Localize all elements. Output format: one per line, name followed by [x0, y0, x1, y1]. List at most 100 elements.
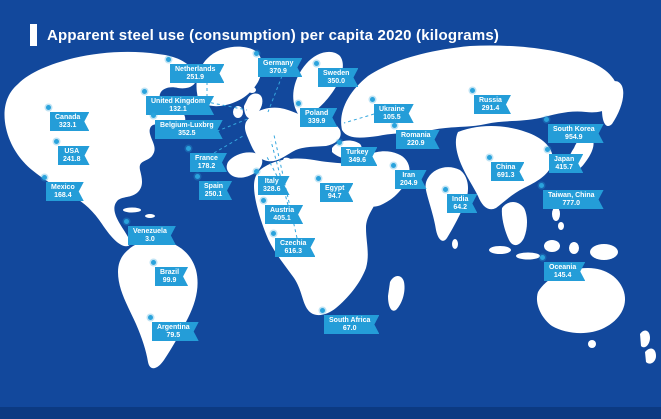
country-banner: Brazil 99.9 — [155, 267, 188, 286]
country-banner: Netherlands 251.9 — [170, 64, 224, 83]
location-dot-icon — [261, 198, 266, 203]
country-value: 67.0 — [342, 324, 357, 332]
country-name: Venezuela — [133, 227, 167, 235]
country-name: Spain — [204, 182, 224, 190]
location-dot-icon — [46, 105, 51, 110]
location-dot-icon — [545, 147, 550, 152]
country-banner: Canada 323.1 — [50, 112, 89, 131]
country-label: Romania 220.9 — [392, 123, 440, 149]
location-dot-icon — [443, 187, 448, 192]
country-label: Egypt 94.7 — [316, 176, 353, 202]
country-label: Sweden 350.0 — [314, 61, 358, 87]
country-value: 954.9 — [565, 133, 583, 141]
country-name: India — [452, 195, 469, 203]
country-banner: Ukraine 105.5 — [374, 104, 414, 123]
country-value: 352.5 — [178, 129, 196, 137]
country-label: United Kingdom 132.1 — [142, 89, 214, 115]
location-dot-icon — [370, 97, 375, 102]
country-value: 328.6 — [263, 185, 281, 193]
country-banner: Mexico 168.4 — [46, 182, 84, 201]
header: Apparent steel use (consumption) per cap… — [30, 24, 499, 46]
country-label: Ukraine 105.5 — [370, 97, 414, 123]
country-banner: South Korea 954.9 — [548, 124, 604, 143]
country-value: 241.8 — [63, 155, 81, 163]
country-banner: Oceania 145.4 — [544, 262, 585, 281]
location-dot-icon — [195, 174, 200, 179]
country-name: Netherlands — [175, 65, 216, 73]
country-label: Czechia 616.3 — [271, 231, 315, 257]
country-label: Oceania 145.4 — [540, 255, 585, 281]
country-name: Taiwan, China — [548, 191, 595, 199]
country-banner: Germany 370.9 — [258, 58, 302, 77]
country-name: South Africa — [329, 316, 371, 324]
country-name: Turkey — [346, 148, 369, 156]
country-banner: Czechia 616.3 — [275, 238, 315, 257]
location-dot-icon — [540, 255, 545, 260]
country-label: Argentina 79.5 — [148, 315, 199, 341]
location-dot-icon — [470, 88, 475, 93]
country-value: 323.1 — [58, 121, 77, 129]
country-label: China 691.3 — [487, 155, 524, 181]
country-value: 99.9 — [162, 276, 177, 284]
country-banner: Italy 328.6 — [258, 176, 290, 195]
country-name: Poland — [305, 109, 329, 117]
location-dot-icon — [254, 51, 259, 56]
country-label: India 64.2 — [443, 187, 477, 213]
location-dot-icon — [392, 123, 397, 128]
location-dot-icon — [271, 231, 276, 236]
country-value: 94.7 — [327, 192, 342, 200]
country-name: China — [496, 163, 516, 171]
country-label: Mexico 168.4 — [42, 175, 84, 201]
location-dot-icon — [148, 315, 153, 320]
location-dot-icon — [151, 260, 156, 265]
country-banner: Austria 405.1 — [265, 205, 303, 224]
country-banner: China 691.3 — [491, 162, 524, 181]
country-banner: Russia 291.4 — [474, 95, 511, 114]
location-dot-icon — [337, 140, 342, 145]
location-dot-icon — [316, 176, 321, 181]
country-label: Italy 328.6 — [254, 169, 290, 195]
country-banner: Sweden 350.0 — [318, 68, 358, 87]
location-dot-icon — [166, 57, 171, 62]
country-value: 616.3 — [284, 247, 302, 255]
country-label: Iran 204.9 — [391, 163, 427, 189]
country-banner: Romania 220.9 — [396, 130, 440, 149]
country-label: USA 241.8 — [54, 139, 90, 165]
country-banner: Belgium-Luxbrg 352.5 — [155, 120, 223, 139]
country-value: 220.9 — [407, 139, 425, 147]
country-value: 370.9 — [269, 67, 287, 75]
location-dot-icon — [539, 183, 544, 188]
country-label: Austria 405.1 — [261, 198, 303, 224]
location-dot-icon — [320, 308, 325, 313]
page-title: Apparent steel use (consumption) per cap… — [47, 26, 500, 44]
country-name: United Kingdom — [151, 97, 206, 105]
country-name: Egypt — [325, 184, 345, 192]
country-name: USA — [64, 147, 80, 155]
country-value: 145.4 — [553, 271, 572, 279]
country-name: Germany — [263, 59, 294, 67]
country-name: Italy — [264, 177, 279, 185]
location-dot-icon — [124, 219, 129, 224]
country-banner: United Kingdom 132.1 — [146, 96, 214, 115]
country-banner: Spain 250.1 — [199, 181, 232, 200]
location-dot-icon — [42, 175, 47, 180]
country-value: 350.0 — [327, 77, 345, 85]
country-label: Spain 250.1 — [195, 174, 232, 200]
country-value: 105.5 — [383, 113, 401, 121]
country-label: Russia 291.4 — [470, 88, 511, 114]
country-banner: Taiwan, China 777.0 — [543, 190, 604, 209]
country-name: Ukraine — [379, 105, 405, 113]
country-label: Poland 339.9 — [296, 101, 337, 127]
country-value: 251.9 — [186, 73, 204, 81]
country-name: Czechia — [280, 239, 307, 247]
country-banner: Egypt 94.7 — [320, 183, 353, 202]
country-label: South Africa 67.0 — [320, 308, 379, 334]
country-label: Venezuela 3.0 — [124, 219, 176, 245]
location-dot-icon — [254, 169, 259, 174]
country-value: 291.4 — [481, 104, 500, 112]
country-label: Brazil 99.9 — [151, 260, 188, 286]
country-banner: Japan 415.7 — [549, 154, 583, 173]
country-value: 250.1 — [204, 190, 223, 198]
country-name: Oceania — [549, 263, 577, 271]
